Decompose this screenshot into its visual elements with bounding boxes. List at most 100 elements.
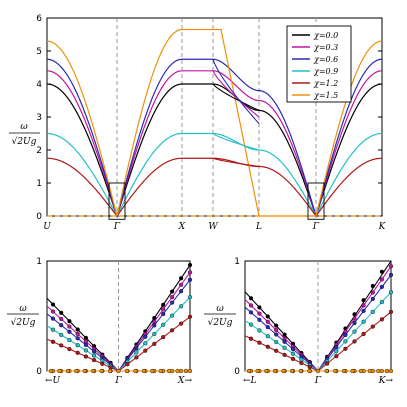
inset-data-point [290,356,296,361]
inset-data-point [125,362,130,367]
legend-label: χ=1.2 [313,79,338,88]
inset-zero-point [107,368,113,374]
inset-data-point [75,350,80,355]
inset-data-point [379,299,384,305]
y-tick-label: 1 [234,257,240,267]
series-branch-line [212,59,260,124]
inset-data-point [379,277,384,282]
x-tick-label: Γ [312,222,320,232]
inset-zero-point [116,368,121,374]
inset-data-point [361,331,366,337]
inset-zero-point [333,368,338,374]
inset-zero-point [183,368,189,374]
inset-data-point [290,346,296,352]
inset-data-point [334,344,339,350]
inset-data-point [59,310,64,315]
inset-data-point [161,307,166,312]
inset-data-point [282,332,287,337]
inset-data-point [59,343,64,348]
inset-data-point [91,349,97,354]
inset-data-point [187,294,193,300]
inset-data-point [83,354,88,359]
inset-data-point [257,328,262,333]
inset-data-point [361,308,366,313]
x-tick-label: K [378,222,387,232]
inset-data-point [75,336,80,341]
inset-zero-point [307,368,312,374]
inset-data-point [91,357,97,363]
inset-data-point [187,277,193,282]
inset-data-point [248,303,254,308]
inset-data-point [352,339,357,344]
inset-data-point [388,264,394,269]
inset-zero-point [350,368,355,374]
series-line [46,132,383,218]
inset-data-point [343,332,348,338]
inset-series-line [244,299,319,372]
y-axis-label: ω √2Ug [9,122,40,147]
inset-series-line [46,325,119,372]
x-tick-label: L [255,222,262,232]
inset-zero-point [255,368,260,374]
inset-data-point [379,269,384,274]
inset-series-line [244,335,319,372]
y-tick-label: 1 [36,257,42,267]
inset-data-point [248,322,254,327]
x-tick-label: Γ [114,376,122,386]
inset-zero-point [246,368,252,374]
inset-data-point [282,345,287,350]
inset-zero-point [48,368,54,374]
inset-zero-point [65,368,70,374]
inset-data-point [307,364,312,370]
inset-data-point [257,311,262,316]
inset-data-point [299,357,304,362]
series-line [46,28,383,217]
inset-data-point [152,341,157,346]
inset-data-point [388,368,394,374]
inset-series-line [244,319,319,372]
inset-data-point [379,284,384,289]
inset-data-point [379,317,384,322]
inset-data-point [134,350,139,355]
inset-series-line [46,313,119,372]
inset-data-point [83,342,88,347]
inset-data-point [67,319,72,324]
inset-data-point [187,270,193,275]
legend-label: χ=0.6 [313,55,338,64]
inset-series-line [46,338,119,372]
inset-data-point [152,323,157,328]
legend: χ=0.0 χ=0.3 χ=0.6 χ=0.9 χ=1.2 χ=1.5 [286,25,352,103]
inset-data-point [134,355,139,360]
inset-data-point [108,365,113,370]
inset-data-point [352,320,357,326]
y-axis-label: ω √2Ug [7,304,39,328]
inset-data-point [370,309,375,314]
inset-data-point [248,296,254,301]
inset-data-point [248,336,254,341]
legend-box [286,25,352,103]
inset-zero-point [99,368,104,374]
inset-data-point [187,368,193,374]
inset-zero-point [82,368,87,374]
y-tick-label: 3 [36,113,42,123]
series-branch-line [212,83,260,111]
inset-data-point [324,361,330,366]
inset-data-point [67,329,72,334]
legend-label: χ=0.0 [313,31,338,40]
inset-data-point [50,309,56,314]
series-line [46,83,383,218]
inset-data-point [170,289,175,294]
inset-data-point [299,360,304,366]
inset-data-point [274,348,279,353]
y-axis-label-denominator: √2Ug [12,136,37,147]
inset-data-point [170,300,175,305]
inset-data-point [274,327,279,333]
inset-data-point [343,339,348,344]
inset-zero-point [175,368,180,374]
x-tick-label: ←L [243,376,257,386]
x-tick-label: U [43,222,51,232]
inset-data-point [334,349,339,354]
inset-data-point [152,331,157,337]
zoom-box-right [307,182,325,220]
inset-data-point [75,343,80,348]
